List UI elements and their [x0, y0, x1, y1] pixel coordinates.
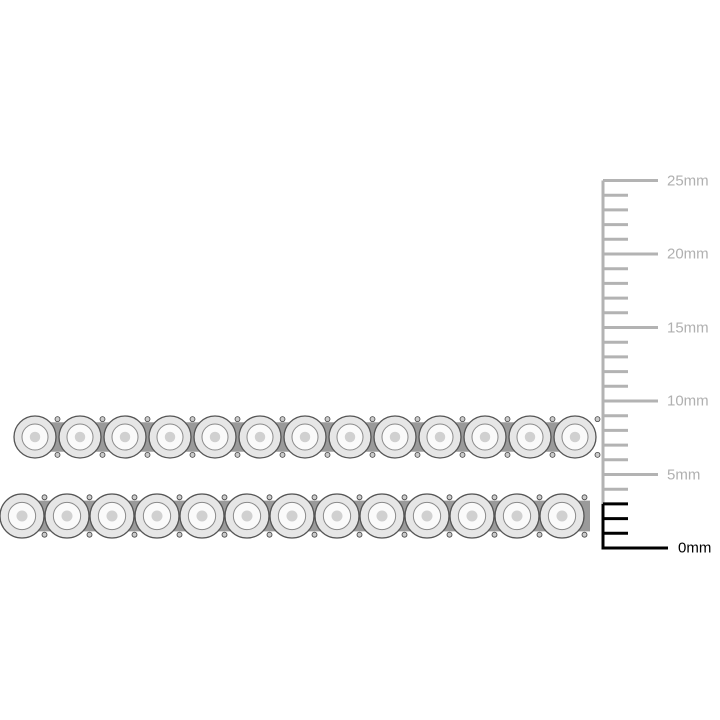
lower-strand-prong	[176, 531, 183, 538]
upper-strand-prong	[279, 451, 286, 458]
upper-strand-prong	[549, 416, 556, 423]
lower-strand-prong	[491, 531, 498, 538]
lower-strand-prong	[221, 531, 228, 538]
lower-strand-prong	[266, 531, 273, 538]
upper-strand-prong	[369, 451, 376, 458]
lower-strand-diamond-facet	[421, 510, 433, 522]
lower-strand-prong	[401, 531, 408, 538]
lower-strand-prong	[86, 531, 93, 538]
upper-strand-prong	[99, 451, 106, 458]
upper-strand-diamond-facet	[299, 431, 311, 443]
upper-strand-diamond-facet	[254, 431, 266, 443]
upper-strand-diamond-facet	[479, 431, 491, 443]
lower-strand-prong	[446, 494, 453, 501]
upper-strand-prong	[54, 451, 61, 458]
lower-strand-prong	[356, 531, 363, 538]
lower-strand-prong	[401, 494, 408, 501]
lower-strand-diamond-facet	[16, 510, 28, 522]
ruler-label-10mm: 10mm	[667, 392, 709, 410]
lower-strand-diamond-facet	[331, 510, 343, 522]
lower-strand-prong	[86, 494, 93, 501]
lower-strand-prong	[581, 531, 588, 538]
upper-strand-diamond-facet	[434, 431, 446, 443]
upper-strand-diamond-facet	[569, 431, 581, 443]
upper-strand-diamond-facet	[389, 431, 401, 443]
lower-strand-diamond-facet	[556, 510, 568, 522]
lower-strand-prong	[221, 494, 228, 501]
lower-strand-diamond-facet	[286, 510, 298, 522]
lower-strand-prong	[131, 531, 138, 538]
lower-strand-diamond-facet	[376, 510, 388, 522]
upper-strand-prong	[234, 416, 241, 423]
upper-strand-diamond-facet	[29, 431, 41, 443]
ruler-label-5mm: 5mm	[667, 466, 701, 483]
lower-strand-prong	[41, 531, 48, 538]
lower-strand-prong	[311, 531, 318, 538]
lower-strand-diamond-facet	[241, 510, 253, 522]
upper-strand-diamond-facet	[119, 431, 131, 443]
lower-strand-diamond-facet	[196, 510, 208, 522]
upper-strand-prong	[324, 451, 331, 458]
upper-strand-prong	[144, 451, 151, 458]
lower-strand-diamond-facet	[106, 510, 118, 522]
upper-strand-prong	[504, 451, 511, 458]
upper-strand-prong	[549, 451, 556, 458]
lower-strand-prong	[41, 494, 48, 501]
upper-strand-diamond-facet	[209, 431, 221, 443]
upper-strand-prong	[369, 416, 376, 423]
lower-strand-prong	[176, 494, 183, 501]
upper-strand-prong	[594, 451, 601, 458]
upper-strand-prong	[414, 416, 421, 423]
upper-strand-diamond-facet	[74, 431, 86, 443]
lower-strand-prong	[446, 531, 453, 538]
upper-strand-prong	[54, 416, 61, 423]
upper-strand-prong	[504, 416, 511, 423]
ruler-label-15mm: 15mm	[667, 319, 709, 336]
ruler-label-25mm: 25mm	[667, 172, 709, 189]
lower-strand-diamond-facet	[466, 510, 478, 522]
lower-strand-prong	[311, 494, 318, 501]
lower-strand-prong	[536, 531, 543, 538]
upper-strand-prong	[234, 451, 241, 458]
lower-strand-prong	[536, 494, 543, 501]
upper-strand-prong	[459, 451, 466, 458]
upper-strand-prong	[459, 416, 466, 423]
lower-strand-diamond-facet	[61, 510, 73, 522]
upper-strand-diamond-facet	[344, 431, 356, 443]
upper-strand-prong	[414, 451, 421, 458]
upper-strand-diamond-facet	[524, 431, 536, 443]
lower-strand-prong	[491, 494, 498, 501]
ruler-label-20mm: 20mm	[667, 245, 709, 263]
lower-strand-prong	[131, 494, 138, 501]
upper-strand-prong	[324, 416, 331, 423]
upper-strand-diamond-facet	[164, 431, 176, 443]
lower-strand-prong	[581, 494, 588, 501]
upper-strand-prong	[99, 416, 106, 423]
upper-strand-prong	[144, 416, 151, 423]
upper-strand-prong	[594, 416, 601, 423]
upper-strand-prong	[189, 416, 196, 423]
upper-strand-prong	[279, 416, 286, 423]
lower-strand-diamond-facet	[511, 510, 523, 522]
lower-strand-diamond-facet	[151, 510, 163, 522]
lower-strand-prong	[266, 494, 273, 501]
upper-strand-prong	[189, 451, 196, 458]
lower-strand-prong	[356, 494, 363, 501]
ruler-label-0mm: 0mm	[678, 539, 712, 557]
